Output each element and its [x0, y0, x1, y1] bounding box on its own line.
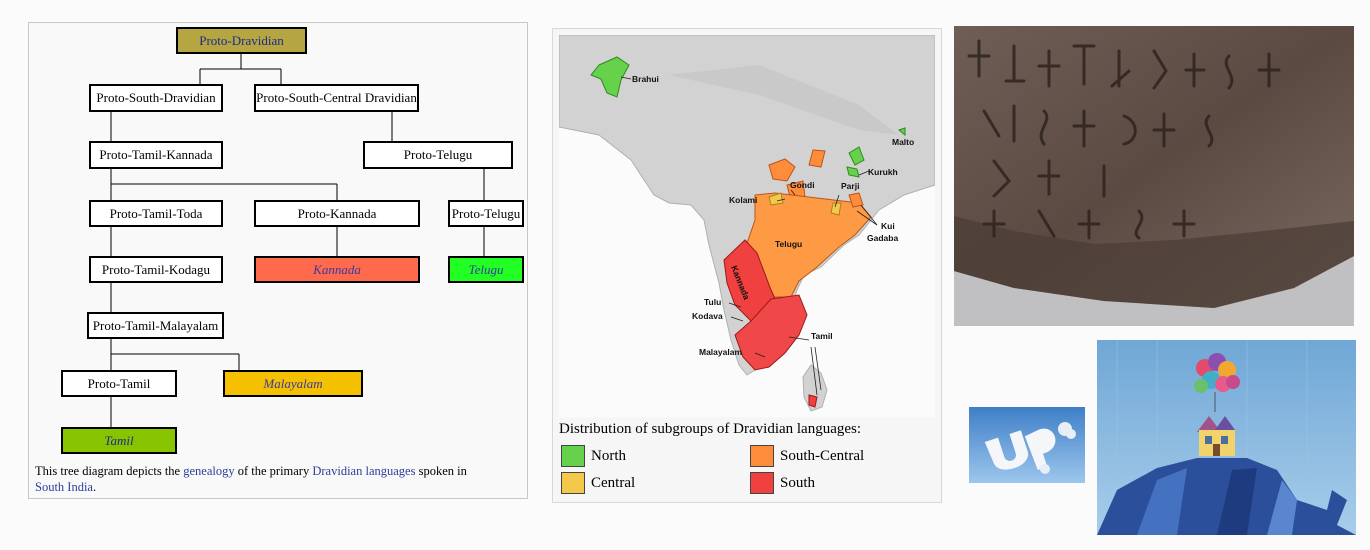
up-movie-logo-image [969, 407, 1085, 483]
caption-text-3: spoken in [415, 464, 467, 478]
legend-label-south: South [780, 474, 816, 491]
caption-text-2: of the primary [234, 464, 313, 478]
map-legend-title: Distribution of subgroups of Dravidian l… [559, 421, 862, 437]
map-label-brahui: Brahui [632, 74, 659, 84]
legend-label-central: Central [591, 474, 636, 491]
india-map[interactable]: Brahui Malto Kurukh Gondi Kolami Parji K… [558, 34, 936, 417]
legend-central: Central [561, 472, 635, 494]
map-label-kui: Kui [881, 221, 895, 231]
tree-caption: This tree diagram depicts the genealogy … [35, 463, 475, 495]
map-label-tamil: Tamil [811, 331, 833, 341]
caption-text-4: . [92, 480, 97, 494]
map-label-kurukh: Kurukh [868, 167, 898, 177]
legend-swatch-south-central [750, 445, 774, 467]
node-telugu[interactable]: Telugu [448, 256, 524, 283]
legend-swatch-north [561, 445, 585, 467]
map-label-malayalam: Malayalam [699, 347, 742, 357]
node-proto-tamil-malayalam[interactable]: Proto-Tamil-Malayalam [87, 312, 224, 339]
map-label-parji: Parji [841, 181, 859, 191]
legend-label-north: North [591, 447, 626, 464]
stone-inscription-image [954, 26, 1354, 326]
tree-connector-lines [110, 54, 485, 427]
south-india-link[interactable]: South India [35, 480, 93, 494]
node-proto-tamil[interactable]: Proto-Tamil [61, 370, 177, 397]
caption-text-1: This tree diagram depicts the [35, 464, 184, 478]
node-proto-kannada[interactable]: Proto-Kannada [254, 200, 420, 227]
legend-swatch-south [750, 472, 774, 494]
legend-south-central: South-Central [750, 445, 864, 467]
node-tamil[interactable]: Tamil [61, 427, 177, 454]
node-proto-telugu-lower[interactable]: Proto-Telugu [448, 200, 524, 227]
map-label-kolami: Kolami [729, 195, 757, 205]
up-movie-poster-image [1097, 340, 1356, 535]
legend-label-south-central: South-Central [780, 447, 865, 464]
map-label-gadaba: Gadaba [867, 233, 898, 243]
node-proto-south-central-dravidian[interactable]: Proto-South-Central Dravidian [254, 84, 419, 112]
map-label-tulu: Tulu [704, 297, 721, 307]
legend-north: North [561, 445, 626, 467]
node-proto-tamil-toda[interactable]: Proto-Tamil-Toda [89, 200, 223, 227]
map-label-malto: Malto [892, 137, 914, 147]
node-proto-tamil-kodagu[interactable]: Proto-Tamil-Kodagu [89, 256, 223, 283]
genealogy-link[interactable]: genealogy [183, 464, 235, 478]
node-malayalam[interactable]: Malayalam [223, 370, 363, 397]
node-proto-south-dravidian[interactable]: Proto-South-Dravidian [89, 84, 223, 112]
legend-south: South [750, 472, 815, 494]
dravidian-map-panel: Brahui Malto Kurukh Gondi Kolami Parji K… [552, 28, 942, 503]
map-label-kodava: Kodava [692, 311, 723, 321]
map-label-gondi: Gondi [790, 180, 815, 190]
node-proto-tamil-kannada[interactable]: Proto-Tamil-Kannada [89, 141, 223, 169]
dravidian-languages-link[interactable]: Dravidian languages [312, 464, 416, 478]
node-proto-telugu-upper[interactable]: Proto-Telugu [363, 141, 513, 169]
node-kannada[interactable]: Kannada [254, 256, 420, 283]
legend-swatch-central [561, 472, 585, 494]
map-label-telugu: Telugu [775, 239, 802, 249]
india-map-svg: Brahui Malto Kurukh Gondi Kolami Parji K… [558, 34, 936, 417]
dravidian-tree-panel: Proto-Dravidian Proto-South-Dravidian Pr… [28, 22, 528, 499]
node-proto-dravidian[interactable]: Proto-Dravidian [176, 27, 307, 54]
